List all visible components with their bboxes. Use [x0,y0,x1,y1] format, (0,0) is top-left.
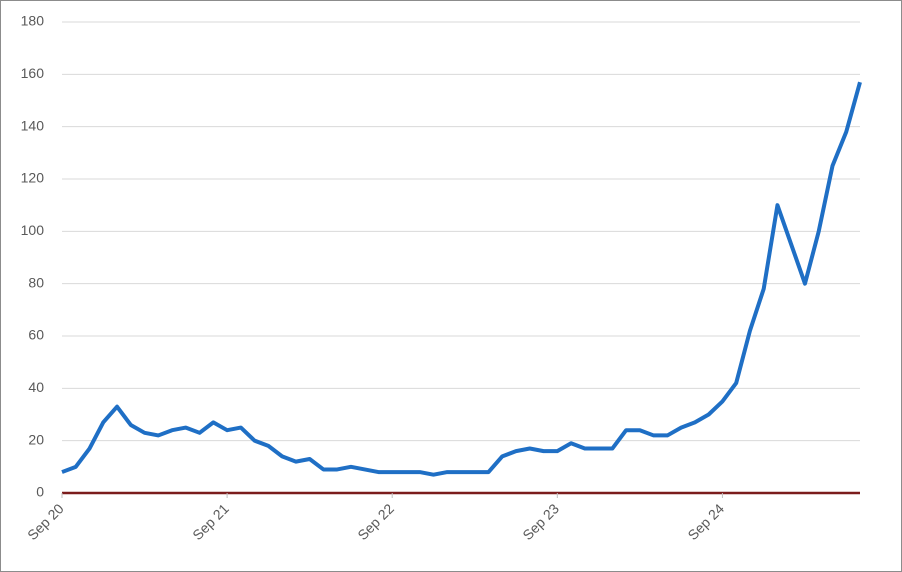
y-tick-label: 0 [36,484,44,500]
y-tick-label: 140 [21,117,45,133]
y-tick-label: 80 [28,274,44,290]
y-tick-label: 160 [21,65,45,81]
y-tick-label: 120 [21,170,45,186]
y-tick-label: 40 [28,379,44,395]
y-tick-label: 60 [28,327,44,343]
y-tick-label: 180 [21,13,45,29]
y-tick-label: 20 [28,431,44,447]
data-line [61,81,862,477]
y-tick-label: 100 [21,222,45,238]
